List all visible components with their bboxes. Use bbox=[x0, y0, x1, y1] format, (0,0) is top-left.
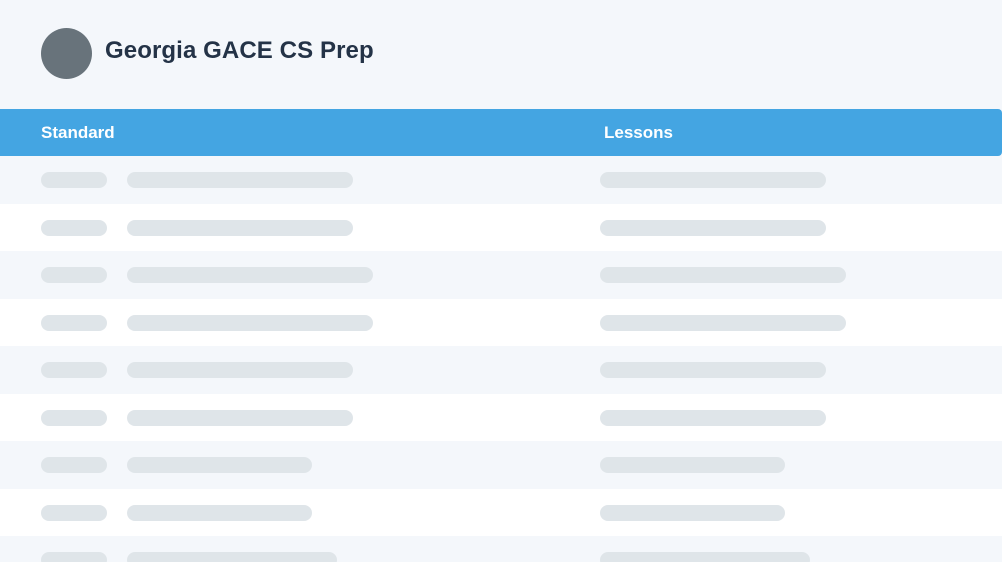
standard-description-placeholder bbox=[127, 457, 312, 473]
table-header: Standard Lessons bbox=[0, 109, 1002, 156]
lesson-placeholder bbox=[600, 267, 846, 283]
page-header: Georgia GACE CS Prep bbox=[0, 0, 1002, 108]
lesson-placeholder bbox=[600, 219, 826, 236]
standard-description-placeholder bbox=[127, 172, 353, 188]
standard-code-placeholder bbox=[41, 219, 107, 236]
standard-code-placeholder bbox=[41, 552, 107, 562]
table-row[interactable] bbox=[0, 346, 1002, 394]
standard-code-placeholder bbox=[41, 362, 107, 378]
table-row[interactable] bbox=[0, 298, 1002, 346]
standard-code-placeholder bbox=[41, 172, 107, 188]
lesson-placeholder bbox=[600, 504, 785, 521]
standard-code-placeholder bbox=[41, 314, 107, 331]
table-row[interactable] bbox=[0, 536, 1002, 562]
lesson-placeholder bbox=[600, 409, 826, 426]
standard-description-placeholder bbox=[127, 409, 353, 426]
avatar bbox=[41, 28, 92, 79]
standard-code-placeholder bbox=[41, 409, 107, 426]
table-body bbox=[0, 156, 1002, 562]
lesson-placeholder bbox=[600, 457, 785, 473]
table-row[interactable] bbox=[0, 441, 1002, 489]
table-row[interactable] bbox=[0, 393, 1002, 441]
table-row[interactable] bbox=[0, 203, 1002, 251]
standard-code-placeholder bbox=[41, 267, 107, 283]
table-row[interactable] bbox=[0, 251, 1002, 299]
standard-description-placeholder bbox=[127, 552, 337, 562]
standard-code-placeholder bbox=[41, 504, 107, 521]
column-header-standard[interactable]: Standard bbox=[41, 123, 115, 142]
lesson-placeholder bbox=[600, 314, 846, 331]
page-title: Georgia GACE CS Prep bbox=[105, 37, 374, 64]
standard-description-placeholder bbox=[127, 219, 353, 236]
column-header-lessons[interactable]: Lessons bbox=[604, 123, 673, 142]
lesson-placeholder bbox=[600, 172, 826, 188]
standard-description-placeholder bbox=[127, 314, 373, 331]
standard-code-placeholder bbox=[41, 457, 107, 473]
table-row[interactable] bbox=[0, 488, 1002, 536]
standard-description-placeholder bbox=[127, 362, 353, 378]
table-row[interactable] bbox=[0, 156, 1002, 204]
standard-description-placeholder bbox=[127, 267, 373, 283]
standard-description-placeholder bbox=[127, 504, 312, 521]
lesson-placeholder bbox=[600, 362, 826, 378]
lesson-placeholder bbox=[600, 552, 810, 562]
